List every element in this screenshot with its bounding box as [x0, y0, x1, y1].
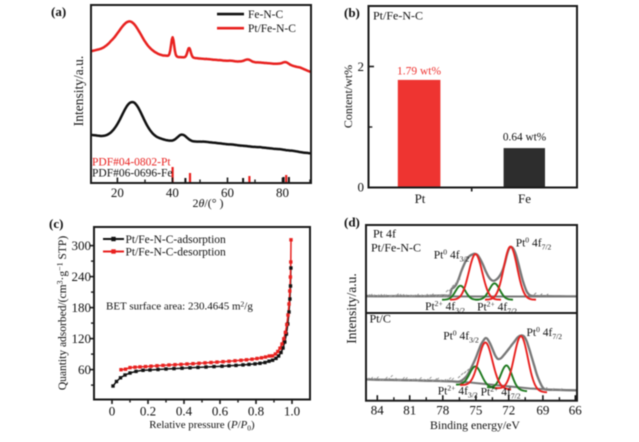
svg-text:66: 66	[569, 403, 583, 418]
svg-text:Fe: Fe	[518, 191, 531, 206]
svg-text:69: 69	[536, 403, 549, 418]
svg-text:Pt/Fe-N-C-desorption: Pt/Fe-N-C-desorption	[126, 247, 227, 259]
svg-text:Intensity/a.u.: Intensity/a.u.	[71, 56, 86, 127]
svg-text:300: 300	[72, 238, 92, 253]
svg-text:BET surface area: 230.4645 m2/: BET surface area: 230.4645 m2/g	[106, 299, 253, 312]
svg-text:1.0: 1.0	[284, 404, 300, 419]
svg-text:Fe-N-C: Fe-N-C	[248, 9, 283, 21]
svg-text:180: 180	[72, 300, 92, 315]
svg-text:0: 0	[358, 180, 365, 195]
svg-text:84: 84	[371, 403, 385, 418]
svg-text:72: 72	[502, 403, 515, 418]
svg-text:0.64 wt%: 0.64 wt%	[503, 132, 547, 144]
svg-text:Pt/Fe-N-C-adsorption: Pt/Fe-N-C-adsorption	[126, 234, 227, 246]
svg-text:120: 120	[72, 331, 92, 346]
svg-text:81: 81	[403, 403, 416, 418]
svg-text:40: 40	[166, 185, 179, 200]
svg-text:1.79 wt%: 1.79 wt%	[397, 66, 442, 78]
svg-text:80: 80	[276, 185, 289, 200]
svg-text:(c): (c)	[49, 216, 63, 231]
svg-text:Pt 4f: Pt 4f	[373, 227, 396, 241]
svg-text:0: 0	[109, 404, 116, 419]
svg-text:2: 2	[358, 59, 365, 74]
svg-text:240: 240	[72, 269, 92, 284]
svg-text:(d): (d)	[344, 215, 360, 230]
svg-text:78: 78	[436, 403, 449, 418]
svg-text:Binding energy/eV: Binding energy/eV	[430, 418, 520, 432]
svg-text:Relative pressure (P/P0): Relative pressure (P/P0)	[149, 419, 255, 433]
svg-text:0.8: 0.8	[248, 404, 264, 419]
svg-text:Quantity adsorbed/(cm3·g−1 STP: Quantity adsorbed/(cm3·g−1 STP)	[56, 236, 70, 391]
svg-text:Pt/Fe-N-C: Pt/Fe-N-C	[248, 23, 296, 35]
svg-text:Pt/Fe-N-C: Pt/Fe-N-C	[373, 9, 423, 23]
svg-text:60: 60	[78, 362, 91, 377]
svg-text:(a): (a)	[51, 4, 66, 19]
svg-text:Intensity/a.u.: Intensity/a.u.	[344, 273, 359, 344]
svg-text:75: 75	[469, 403, 482, 418]
svg-text:20: 20	[111, 185, 124, 200]
svg-text:2θ/(° ): 2θ/(° )	[192, 196, 223, 210]
svg-text:0.2: 0.2	[140, 404, 156, 419]
svg-text:Pt: Pt	[415, 191, 426, 206]
svg-text:PDF#06-0696-Fe: PDF#06-0696-Fe	[92, 168, 173, 180]
svg-text:Content/wt%: Content/wt%	[341, 65, 355, 128]
svg-text:0.6: 0.6	[212, 404, 229, 419]
svg-text:Pt/Fe-N-C: Pt/Fe-N-C	[371, 241, 421, 255]
svg-text:(b): (b)	[344, 5, 360, 20]
svg-text:0.4: 0.4	[176, 404, 193, 419]
